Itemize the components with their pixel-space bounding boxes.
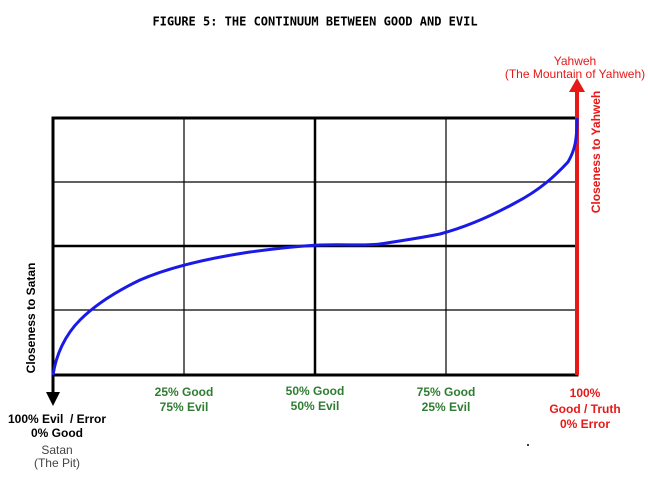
top-subtitle: (The Mountain of Yahweh) [505,67,645,81]
bottom-left-line: 0% Good [31,426,83,440]
top-name: Yahweh [554,54,596,68]
bottom-right-line: Good / Truth [549,402,620,416]
marker-line: 50% Good [286,384,345,398]
up-arrowhead [569,78,585,92]
title: FIGURE 5: THE CONTINUUM BETWEEN GOOD AND… [152,15,477,29]
marker-line: 75% Good [417,385,476,399]
marker-line: 50% Evil [291,399,340,413]
bottom-right-line: 0% Error [560,417,610,431]
curve [51,117,579,376]
bottom-left-name: Satan [41,443,72,457]
marker-line: 25% Evil [422,400,471,414]
bottom-left-line: 100% Evil / Error [8,412,106,426]
down-arrowhead [46,392,60,406]
right-axis-label: Closeness to Yahweh [589,91,603,214]
bottom-right-line: 100% [570,386,601,400]
marker-line: 75% Evil [160,400,209,414]
marker-line: 25% Good [155,385,214,399]
bottom-left-subtitle: (The Pit) [34,456,80,470]
dot [527,444,529,446]
left-axis-label: Closeness to Satan [24,263,38,374]
